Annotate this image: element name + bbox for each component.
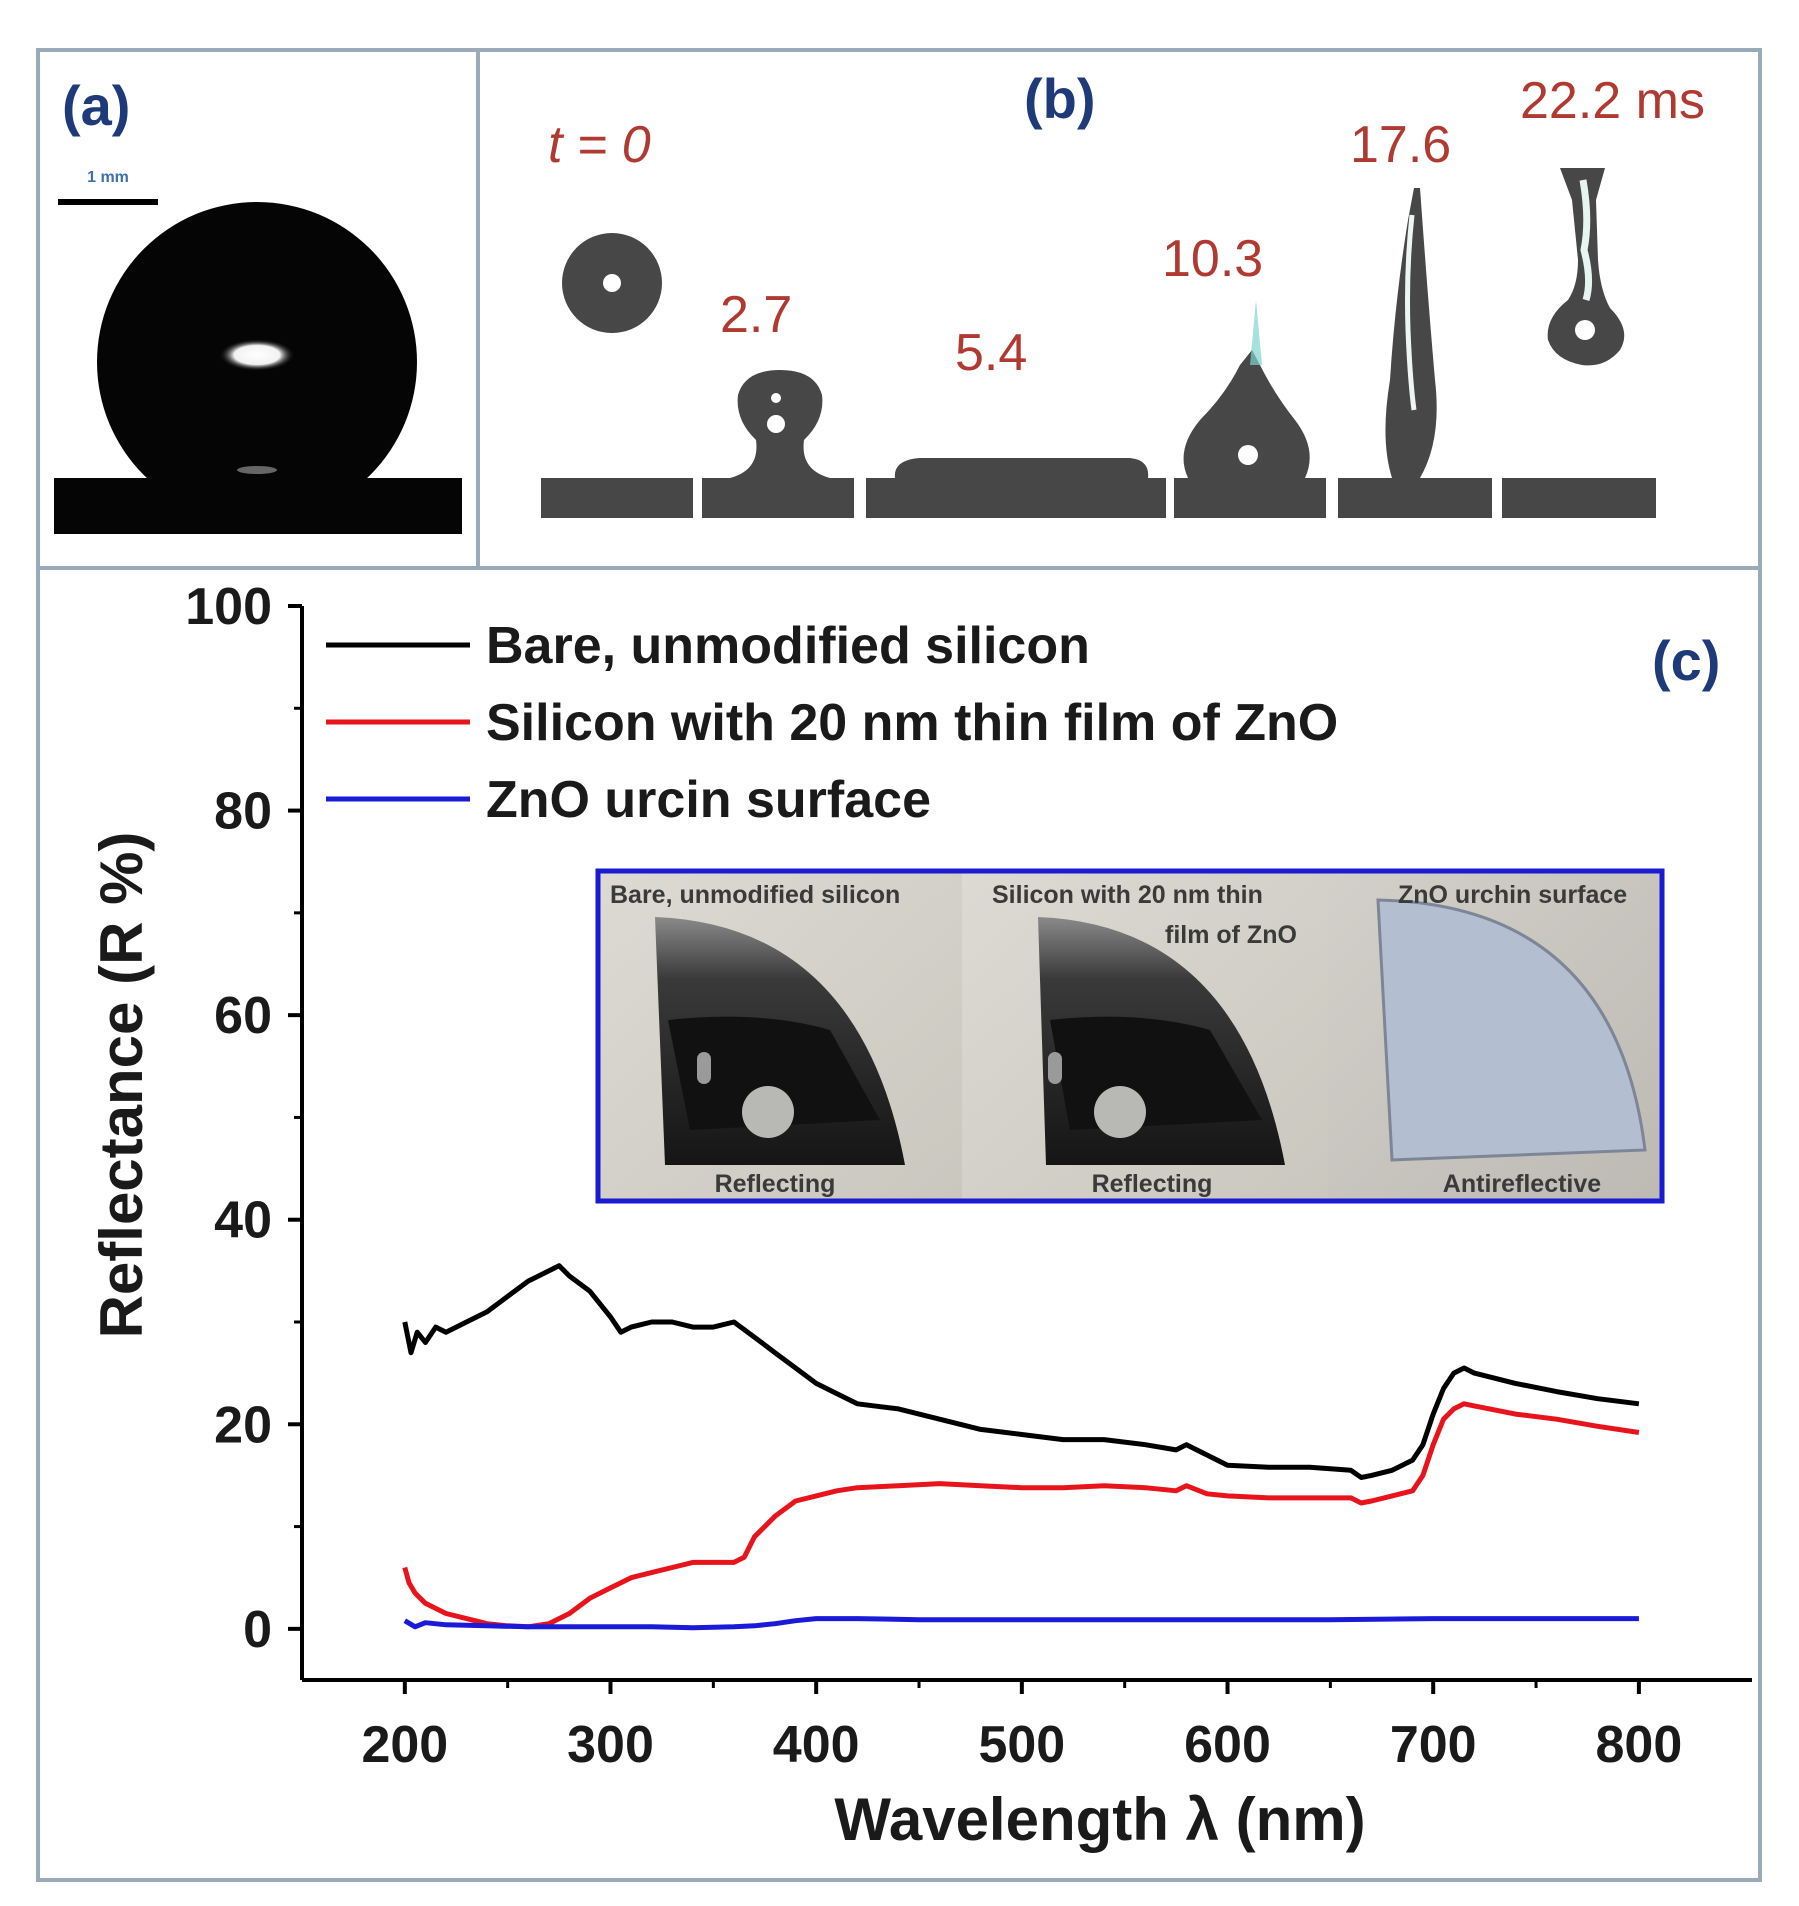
frame-time-label: 10.3	[1162, 230, 1263, 288]
substrate-block	[866, 478, 1166, 518]
chart-axes: 200 300 400 500 600 700 800 0 20 40 60 80 100	[185, 578, 1752, 1774]
droplet-10-3	[1183, 300, 1310, 478]
panel-a-label: (a)	[62, 74, 130, 137]
y-tick-label: 80	[214, 783, 272, 841]
y-tick-label: 0	[243, 1601, 272, 1659]
wafer-reflecting	[1038, 917, 1285, 1165]
legend: Bare, unmodified silicon Silicon with 20 …	[326, 617, 1338, 829]
inset-sample-caption: Reflecting	[715, 1170, 836, 1198]
inset-border	[595, 868, 1665, 1204]
wafer-reflecting	[655, 917, 905, 1165]
frame-time-label: 2.7	[720, 286, 792, 344]
substrate-block	[1174, 478, 1326, 518]
droplet-2-7	[730, 370, 830, 478]
y-tick-label: 20	[214, 1396, 272, 1454]
substrate-block	[1338, 478, 1492, 518]
series-line	[402, 1401, 1640, 1630]
x-axis-label: Wavelength λ (nm)	[834, 1786, 1365, 1853]
scale-bar-label: 1 mm	[87, 169, 129, 186]
frame-time-label: 5.4	[955, 324, 1027, 382]
y-axis-label: Reflectance (R %)	[88, 832, 155, 1339]
legend-label: Bare, unmodified silicon	[486, 617, 1090, 675]
y-tick-label: 100	[185, 578, 272, 636]
frame-time-label: 17.6	[1350, 116, 1451, 174]
x-tick-label: 700	[1390, 1716, 1477, 1774]
panel-b: (b) t = 0 2.7 5.4 10.3 17.6 22.2 ms	[541, 67, 1705, 518]
substrate	[54, 478, 462, 534]
x-tick-label: 300	[567, 1716, 654, 1774]
panel-c-label: (c)	[1652, 629, 1720, 692]
x-ticks: 200 300 400 500 600 700 800	[361, 1680, 1682, 1774]
droplet-17-6	[1385, 188, 1437, 478]
frame-time-label: 22.2 ms	[1520, 72, 1705, 130]
x-tick-label: 600	[1184, 1716, 1271, 1774]
series-layer	[402, 1263, 1640, 1631]
droplet-22-2	[1547, 168, 1625, 366]
y-tick-label: 40	[214, 1192, 272, 1250]
x-tick-label: 400	[773, 1716, 860, 1774]
droplet-contact-glint	[237, 466, 277, 474]
substrate-block	[1502, 478, 1656, 518]
y-tick-label: 60	[214, 987, 272, 1045]
x-tick-label: 500	[978, 1716, 1065, 1774]
panel-a: (a) 1 mm	[54, 74, 462, 534]
inset-sample-title: ZnO urchin surface	[1398, 881, 1627, 909]
inset-sample-title: Bare, unmodified silicon	[610, 881, 900, 909]
legend-label: ZnO urcin surface	[486, 771, 931, 829]
x-tick-label: 200	[361, 1716, 448, 1774]
panel-c: (c) 200 300 400 500 600 700 800 0 20 40 60 80 100 W…	[88, 578, 1752, 1853]
substrate-block	[541, 478, 693, 518]
series-line	[402, 1263, 1640, 1480]
substrate-block	[702, 478, 854, 518]
legend-label: Silicon with 20 nm thin film of ZnO	[486, 694, 1338, 752]
wafer-antireflective	[1376, 898, 1647, 1162]
inset-photo: Bare, unmodified silicon Silicon with 20…	[595, 868, 1665, 1204]
droplet-5-4	[894, 458, 1149, 478]
y-ticks: 0 20 40 60 80 100	[185, 578, 302, 1659]
x-tick-label: 800	[1595, 1716, 1682, 1774]
inset-sample-caption: Antireflective	[1443, 1170, 1601, 1198]
panel-b-label: (b)	[1024, 67, 1096, 130]
frame-time-label: t = 0	[548, 116, 651, 174]
droplet-highlight	[219, 339, 295, 371]
figure-border	[36, 48, 1762, 1882]
droplet-t0	[562, 233, 662, 333]
inset-sample-title: Silicon with 20 nm thin	[992, 881, 1263, 909]
inset-sample-caption: Reflecting	[1092, 1170, 1213, 1198]
impact-substrates	[541, 478, 1656, 518]
droplet-image	[54, 202, 462, 534]
series-line	[403, 1616, 1639, 1631]
inset-sample-title: film of ZnO	[1165, 921, 1297, 949]
